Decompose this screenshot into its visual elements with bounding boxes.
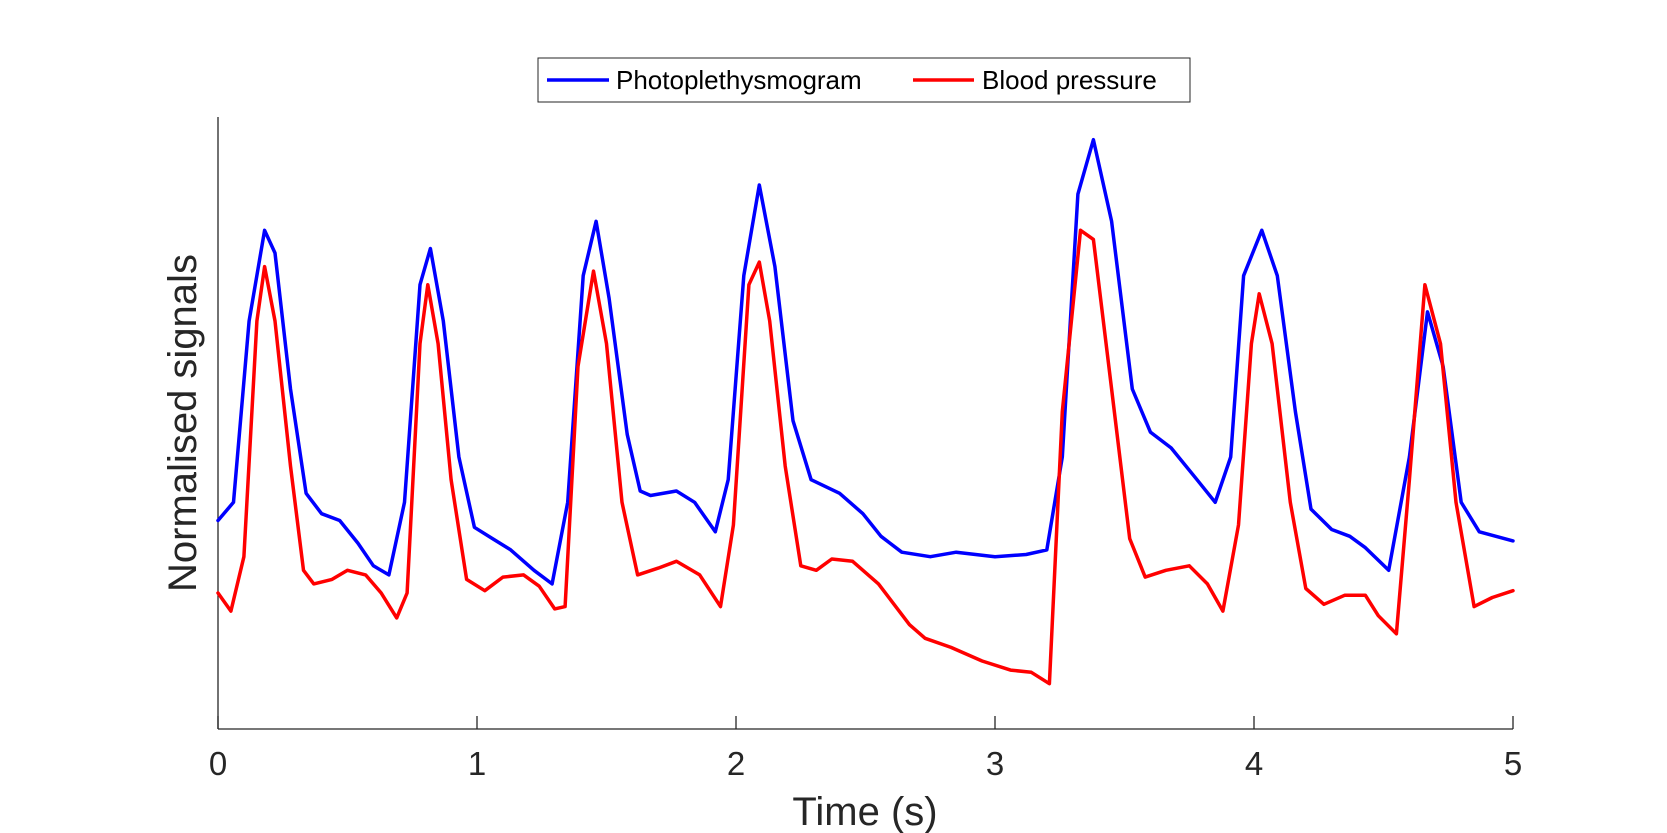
x-tick-label: 4 <box>1245 745 1263 782</box>
x-tick-label: 3 <box>986 745 1004 782</box>
x-tick-label: 2 <box>727 745 745 782</box>
x-tick-label: 0 <box>209 745 227 782</box>
series-line-blood-pressure <box>216 228 1515 686</box>
x-axis-label: Time (s) <box>792 790 937 833</box>
x-ticks: 0 1 2 3 4 5 <box>209 716 1522 782</box>
x-tick-label: 1 <box>468 745 486 782</box>
legend: Photoplethysmogram Blood pressure <box>537 57 1191 103</box>
series-layer <box>216 137 1515 686</box>
axes <box>217 117 1513 730</box>
legend-box <box>537 57 1191 103</box>
series-line-photoplethysmogram <box>216 137 1515 586</box>
y-axis-label: Normalised signals <box>161 254 205 592</box>
legend-label-photoplethysmogram: Photoplethysmogram <box>616 65 862 95</box>
x-tick-label: 5 <box>1504 745 1522 782</box>
legend-label-blood-pressure: Blood pressure <box>982 65 1157 95</box>
